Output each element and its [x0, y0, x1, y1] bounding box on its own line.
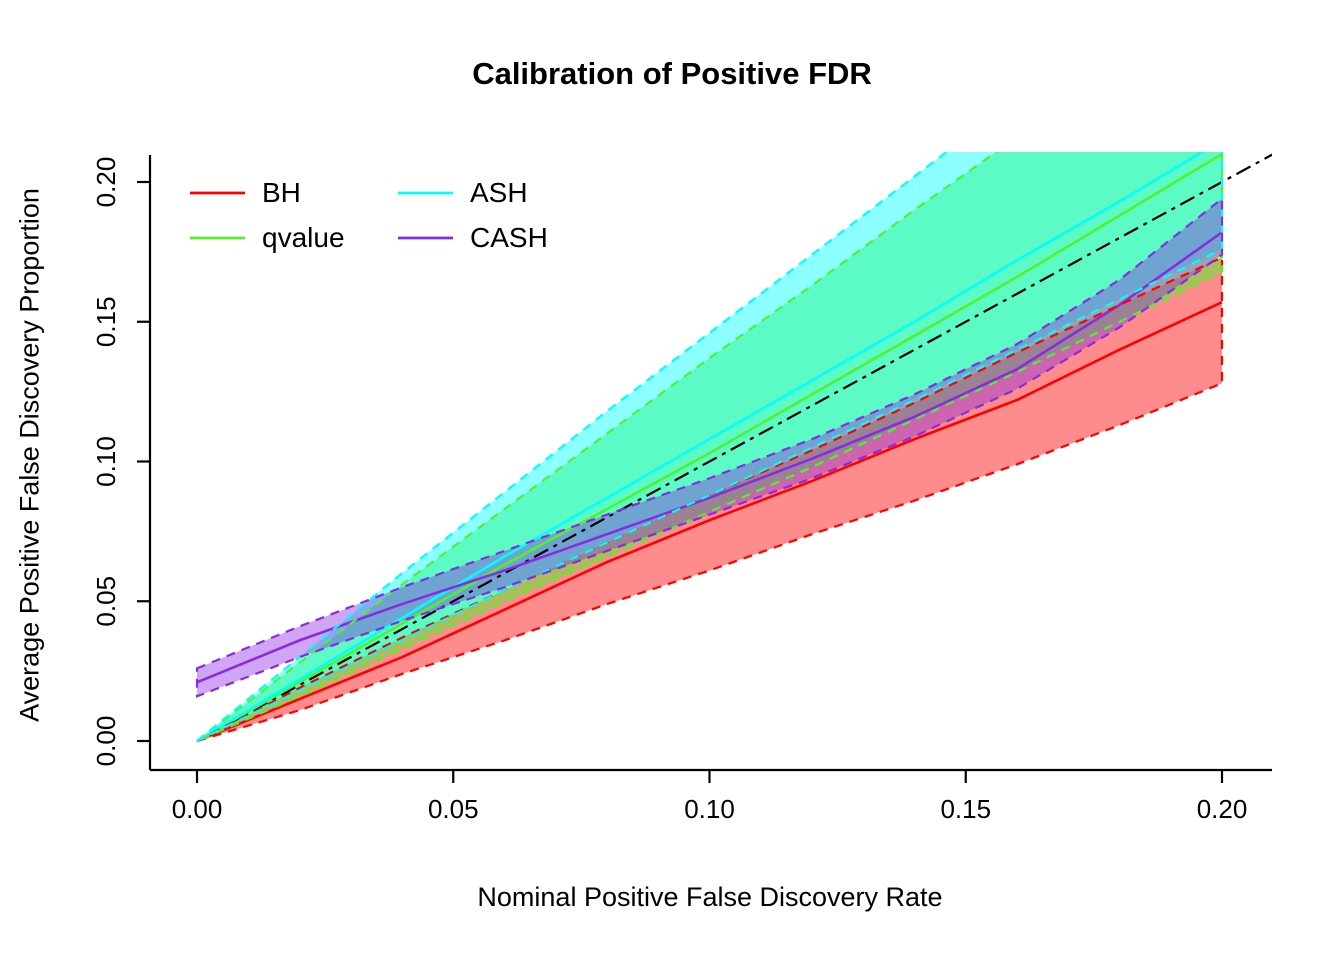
x-tick-label: 0.05 — [428, 794, 479, 824]
cash-band-outline — [195, 196, 1224, 698]
bh-legend-label: BH — [262, 177, 301, 208]
bh-mean-line — [196, 301, 1223, 743]
x-tick-label: 0.15 — [940, 794, 991, 824]
x-axis-label: Nominal Positive False Discovery Rate — [477, 882, 943, 912]
ash-legend-label: ASH — [470, 177, 528, 208]
qvalue-legend-label: qvalue — [262, 222, 345, 253]
y-tick-label: 0.15 — [91, 296, 121, 347]
plot-area — [195, 152, 1272, 743]
y-tick-label: 0.00 — [91, 716, 121, 767]
x-tick-label: 0.20 — [1197, 794, 1248, 824]
qvalue-mean-line — [196, 152, 1223, 743]
y-tick-label: 0.05 — [91, 576, 121, 627]
chart-title: Calibration of Positive FDR — [472, 56, 872, 91]
y-tick-label: 0.20 — [91, 157, 121, 208]
cash-mean-line — [196, 231, 1223, 684]
cash-legend-label: CASH — [470, 222, 548, 253]
x-tick-label: 0.00 — [172, 794, 223, 824]
x-tick-label: 0.10 — [684, 794, 735, 824]
legend: BH qvalue ASH CASH — [190, 177, 548, 253]
qvalue-band-outline — [196, 152, 1224, 743]
ash-mean-line — [196, 152, 1205, 743]
y-axis-label: Average Positive False Discovery Proport… — [14, 188, 45, 722]
axes: 0.00 0.00 0.05 0.05 0.10 0.10 0.15 0.15 0.20 0.20 — [91, 155, 1272, 824]
y-tick-label: 0.10 — [91, 436, 121, 487]
identity-line — [196, 153, 1272, 742]
cash-confidence-band — [197, 198, 1222, 697]
